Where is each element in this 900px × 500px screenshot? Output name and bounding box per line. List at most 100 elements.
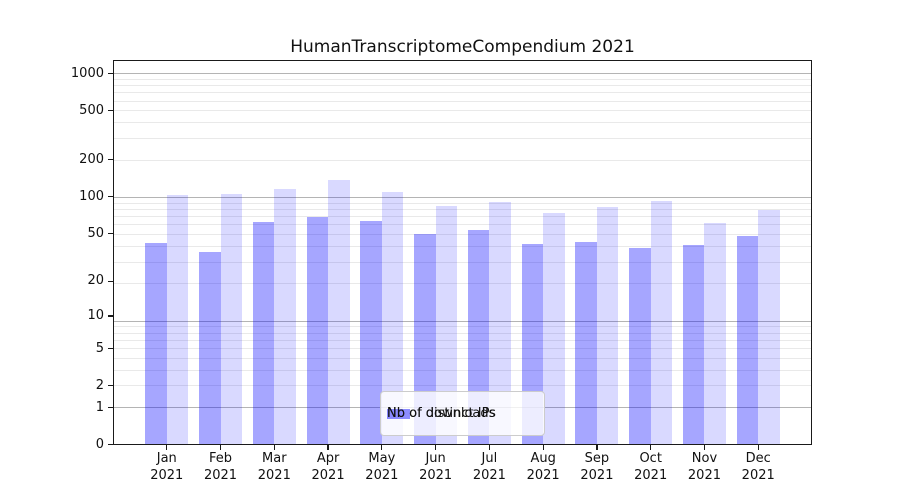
x-tick-mark [381, 445, 383, 450]
y-tick-mark [108, 444, 113, 446]
x-tick-mark [435, 445, 437, 450]
bar-distinct-ips-may [360, 220, 382, 445]
x-tick-label: Jul 2021 [472, 451, 506, 483]
y-tick-mark [108, 196, 113, 198]
y-tick-label: 1 [95, 399, 104, 415]
x-tick-label: Jan 2021 [150, 451, 184, 483]
bar-downloads-jul [489, 202, 511, 445]
gridline-minor [114, 122, 811, 124]
bar-distinct-ips-oct [629, 247, 651, 445]
bar-downloads-dec [758, 210, 780, 445]
y-tick-mark [108, 280, 113, 282]
gridline-minor [114, 78, 811, 80]
y-tick-label: 50 [87, 225, 104, 241]
x-tick-mark [542, 445, 544, 450]
bar-downloads-oct [650, 201, 673, 445]
gridline-minor [114, 216, 811, 218]
gridline-minor [114, 326, 811, 328]
y-tick-mark [108, 73, 113, 75]
x-tick-label: Oct 2021 [634, 451, 668, 483]
gridline-minor [114, 92, 811, 94]
gridline-minor [114, 224, 811, 226]
x-tick-label: Dec 2021 [741, 451, 775, 483]
x-tick-label: Nov 2021 [687, 451, 721, 483]
gridline-minor [114, 357, 811, 359]
plot-area-border [113, 60, 812, 445]
gridline-minor [114, 234, 811, 236]
x-tick-mark [327, 445, 329, 450]
x-tick-label: Jun 2021 [419, 451, 453, 483]
x-tick-label: Mar 2021 [257, 451, 291, 483]
x-tick-label: Apr 2021 [311, 451, 345, 483]
y-tick-mark [108, 315, 113, 317]
x-tick-label: Sep 2021 [580, 451, 614, 483]
x-tick-mark [166, 445, 168, 450]
legend-swatch-downloads [387, 408, 410, 419]
y-tick-mark [108, 232, 113, 235]
bar-distinct-ips-jan [145, 242, 167, 445]
x-tick-label: May 2021 [365, 451, 399, 483]
x-tick-mark [596, 445, 598, 450]
gridline-minor [114, 85, 811, 87]
bar-distinct-ips-sep [575, 241, 597, 445]
gridline-minor [114, 202, 811, 204]
y-tick-mark [108, 159, 113, 161]
legend-label-downloads: Nb of downloads [387, 406, 496, 421]
bar-distinct-ips-mar [252, 222, 275, 445]
bar-distinct-ips-nov [682, 245, 705, 445]
bar-distinct-ips-feb [199, 252, 221, 445]
bar-distinct-ips-dec [736, 235, 759, 445]
gridline-major [114, 73, 811, 75]
y-tick-label: 10 [87, 307, 104, 323]
gridline-major [114, 196, 811, 198]
x-tick-mark [219, 445, 222, 450]
gridline-minor [114, 246, 811, 248]
y-tick-label: 100 [79, 188, 104, 204]
x-tick-mark [273, 445, 275, 450]
bar-distinct-ips-jul [467, 229, 490, 445]
y-tick-label: 1000 [70, 65, 104, 81]
gridline-minor [114, 339, 811, 341]
x-tick-label: Aug 2021 [526, 451, 560, 483]
y-tick-label: 0 [95, 436, 104, 452]
y-tick-label: 500 [79, 102, 104, 118]
bar-downloads-mar [274, 188, 296, 445]
legend-label-distinct-ips: Nb of distinct IPs [387, 406, 496, 421]
y-tick-label: 2 [95, 377, 104, 393]
bar-downloads-nov [704, 223, 726, 445]
y-tick-mark [108, 110, 113, 112]
gridline-minor [114, 283, 811, 285]
legend-swatch-distinct-ips [387, 408, 410, 419]
gridline-minor [114, 385, 811, 387]
bar-downloads-aug [543, 212, 565, 445]
bar-downloads-jan [166, 195, 189, 445]
x-tick-mark [757, 445, 759, 450]
y-tick-mark [108, 406, 113, 409]
gridline-minor [114, 100, 811, 102]
gridline-minor [114, 332, 811, 334]
gridline-minor [114, 110, 811, 112]
chart-title: HumanTranscriptomeCompendium 2021 [290, 37, 635, 57]
gridline-minor [114, 159, 811, 161]
gridline-minor [114, 348, 811, 350]
gridline-major [114, 320, 811, 322]
y-tick-label: 20 [87, 273, 104, 289]
bar-downloads-jun [435, 205, 458, 445]
gridline-minor [114, 261, 811, 263]
y-tick-label: 200 [79, 151, 104, 167]
y-tick-mark [108, 347, 113, 350]
gridline-minor [114, 137, 811, 139]
x-tick-label: Feb 2021 [203, 451, 238, 483]
bar-distinct-ips-apr [306, 217, 329, 445]
gridline-minor [114, 208, 811, 210]
x-tick-mark [488, 445, 490, 450]
legend: Nb of distinct IPs Nb of downloads [380, 391, 545, 436]
x-tick-mark [650, 445, 652, 450]
bar-downloads-may [381, 191, 404, 445]
gridline-minor [114, 369, 811, 371]
y-tick-label: 5 [95, 340, 104, 356]
